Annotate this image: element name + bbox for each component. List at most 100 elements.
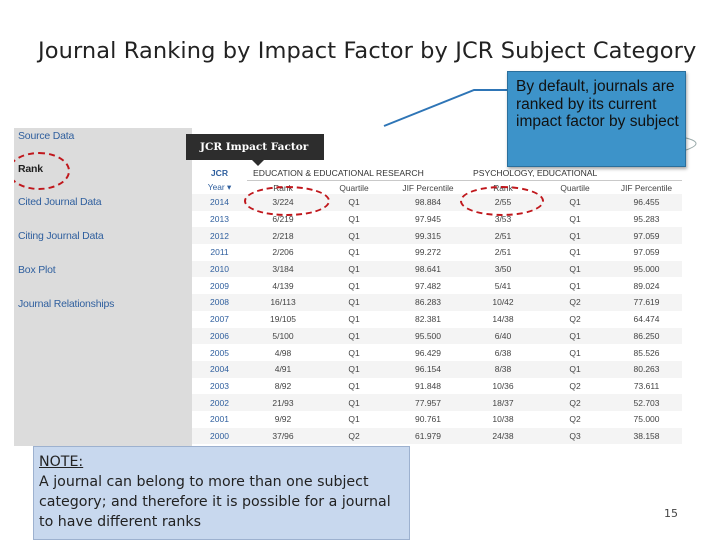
- rank-cell: 2/51: [467, 227, 539, 245]
- column-header-jif-percentile[interactable]: JIF Percentile: [402, 182, 454, 193]
- rank-cell: 16/113: [247, 294, 319, 311]
- jif-percentile-cell: 99.315: [389, 227, 467, 245]
- year-cell[interactable]: 2006: [192, 327, 247, 345]
- sidebar-item-journal-relationships[interactable]: Journal Relationships: [18, 298, 115, 310]
- jif-percentile-cell: 91.848: [415, 380, 441, 391]
- year-cell[interactable]: 2010: [192, 260, 247, 278]
- column-header-quartile[interactable]: Quartile: [339, 182, 369, 193]
- year-header-label: Year: [207, 182, 225, 193]
- quartile-cell: Q2: [569, 380, 581, 391]
- jif-percentile-cell: 75.000: [633, 414, 660, 425]
- quartile-cell: Q2: [569, 414, 581, 425]
- column-header-jif-percentile[interactable]: JIF Percentile: [620, 182, 673, 193]
- table-row: 2001 9/92 Q1 90.761 10/38 Q2 75.000: [192, 411, 682, 428]
- jif-percentile-cell: 95.500: [389, 327, 467, 345]
- quartile-cell: Q1: [348, 414, 360, 425]
- rank-cell: 3/184: [247, 260, 319, 278]
- quartile-cell: Q1: [319, 227, 389, 245]
- table-row: 2002 21/93 Q1 77.957 18/37 Q2 52.703: [192, 394, 682, 411]
- quartile-cell: Q1: [319, 327, 389, 345]
- page-number: 15: [664, 507, 678, 520]
- quartile-cell: Q1: [348, 347, 360, 358]
- quartile-cell: Q1: [539, 444, 611, 446]
- sort-down-icon: ▾: [227, 182, 232, 193]
- jif-percentile-cell: 61.842: [611, 444, 682, 446]
- note-text: A journal can belong to more than one su…: [39, 474, 391, 530]
- table-row: 2005 4/98 Q1 96.429 6/38 Q1 85.526: [192, 344, 682, 361]
- quartile-cell: Q1: [348, 380, 360, 391]
- jcr-header: JCR: [210, 167, 229, 178]
- category-header-education: EDUCATION & EDUCATIONAL RESEARCH: [247, 165, 467, 181]
- rank-column-highlight-oval: [460, 186, 544, 216]
- quartile-cell: Q3: [539, 427, 611, 445]
- rank-cell: 5/41: [494, 280, 512, 291]
- year-cell[interactable]: 2001: [210, 414, 229, 425]
- sidebar-item-source-data[interactable]: Source Data: [18, 130, 75, 142]
- jif-percentile-cell: 86.283: [389, 294, 467, 311]
- jif-percentile-cell: 96.429: [415, 347, 441, 358]
- quartile-cell: Q1: [319, 260, 389, 278]
- rank-cell: 8/92: [274, 380, 292, 391]
- table-row: 2008 16/113 Q1 86.283 10/42 Q2 77.619: [192, 294, 682, 311]
- rank-cell: 15/38: [467, 444, 539, 446]
- quartile-cell: Q1: [319, 360, 389, 378]
- jif-percentile-cell: 77.957: [389, 394, 467, 411]
- jif-percentile-cell: 98.641: [389, 260, 467, 278]
- quartile-cell: Q1: [569, 347, 581, 358]
- quartile-cell: Q2: [539, 294, 611, 311]
- rank-cell: 2/51: [494, 247, 512, 258]
- table-row: 2011 2/206 Q1 99.272 2/51 Q1 97.059: [192, 244, 682, 261]
- tab-jcr-impact-factor[interactable]: JCR Impact Factor: [186, 134, 324, 160]
- rank-cell: 3/53: [494, 214, 512, 225]
- rank-cell: 24/38: [467, 427, 539, 445]
- rank-panel: JCR Impact Factor JCR EDUCATION & EDUCAT…: [186, 128, 706, 446]
- note-box: NOTE: A journal can belong to more than …: [33, 446, 410, 540]
- year-cell[interactable]: 2000: [192, 427, 247, 445]
- rank-cell: 19/105: [270, 314, 296, 325]
- table-row: 2010 3/184 Q1 98.641 3/50 Q1 95.000: [192, 260, 682, 278]
- quartile-cell: Q1: [539, 227, 611, 245]
- rank-cell: 5/100: [247, 327, 319, 345]
- slide-title: Journal Ranking by Impact Factor by JCR …: [38, 38, 697, 64]
- rank-cell: 10/42: [467, 294, 539, 311]
- jif-percentile-cell: 61.979: [389, 427, 467, 445]
- sidebar-item-box-plot[interactable]: Box Plot: [18, 264, 56, 276]
- jif-percentile-cell: 97.059: [633, 247, 660, 258]
- year-column-header[interactable]: Year ▾: [192, 181, 247, 195]
- year-cell[interactable]: 2012: [192, 227, 247, 245]
- rank-cell: 9/92: [274, 414, 292, 425]
- jif-percentile-cell: 97.482: [415, 280, 441, 291]
- quartile-cell: Q1: [348, 247, 360, 258]
- jif-percentile-cell: 90.761: [415, 414, 441, 425]
- jif-percentile-cell: 86.250: [611, 327, 682, 345]
- quartile-cell: Q1: [319, 294, 389, 311]
- quartile-cell: Q1: [569, 280, 581, 291]
- table-row: 2009 4/139 Q1 97.482 5/41 Q1 89.024: [192, 277, 682, 294]
- sidebar-item-cited-journal-data[interactable]: Cited Journal Data: [18, 196, 102, 208]
- year-cell[interactable]: 2002: [192, 394, 247, 411]
- jif-percentile-cell: 38.158: [611, 427, 682, 445]
- year-cell[interactable]: 2011: [210, 247, 229, 258]
- quartile-cell: Q1: [319, 194, 389, 211]
- jif-percentile-cell: 98.884: [389, 194, 467, 211]
- year-cell[interactable]: 2009: [210, 280, 229, 291]
- jcr-screenshot: Source Data Rank Cited Journal Data Citi…: [14, 128, 706, 446]
- table-row: 2007 19/105 Q1 82.381 14/38 Q2 64.474: [192, 311, 682, 328]
- rank-cell: 10/36: [492, 380, 514, 391]
- quartile-cell: Q2: [319, 427, 389, 445]
- year-cell[interactable]: 2007: [210, 314, 229, 325]
- year-cell[interactable]: 2005: [210, 347, 229, 358]
- default-ranking-callout: By default, journals are ranked by its c…: [507, 71, 686, 167]
- rank-cell: 4/91: [247, 360, 319, 378]
- rank-cell: 18/37: [467, 394, 539, 411]
- quartile-cell: Q1: [539, 327, 611, 345]
- year-cell[interactable]: 2013: [210, 214, 229, 225]
- category-header-psychology: PSYCHOLOGY, EDUCATIONAL: [467, 165, 682, 181]
- table-row: 2006 5/100 Q1 95.500 6/40 Q1 86.250: [192, 327, 682, 345]
- year-cell[interactable]: 2004: [192, 360, 247, 378]
- column-header-quartile[interactable]: Quartile: [560, 182, 590, 193]
- year-cell[interactable]: 2008: [192, 294, 247, 311]
- year-cell[interactable]: 2003: [210, 380, 229, 391]
- year-cell[interactable]: 2014: [192, 194, 247, 211]
- sidebar-item-citing-journal-data[interactable]: Citing Journal Data: [18, 230, 104, 242]
